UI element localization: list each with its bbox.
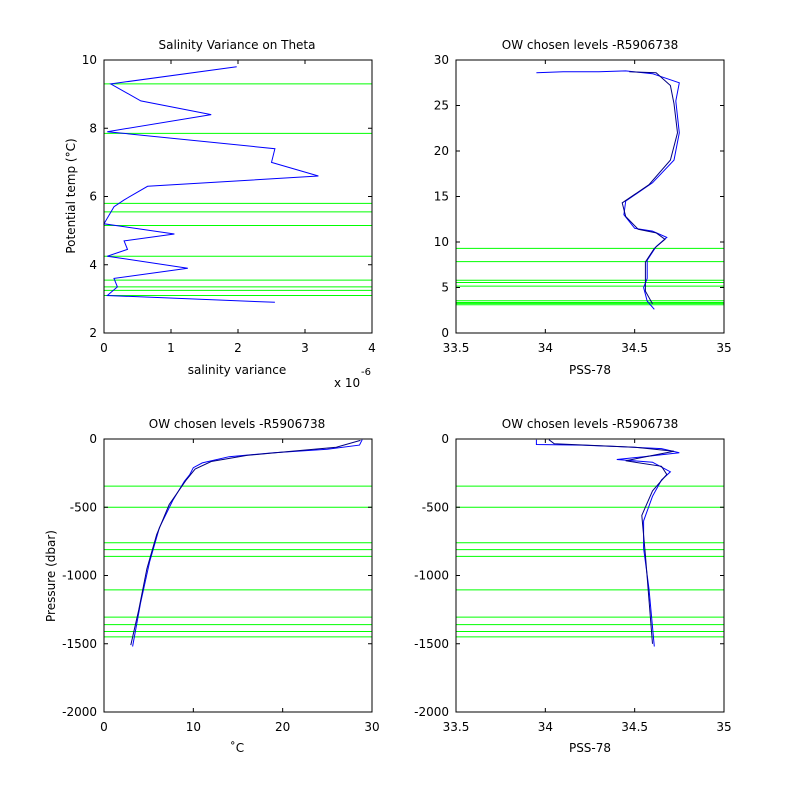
x-tick-label: 34.5	[621, 720, 648, 734]
y-tick-label: 0	[441, 326, 449, 340]
axes-frame	[455, 438, 725, 713]
y-tick-label: -2000	[414, 705, 449, 719]
y-tick-label: 25	[434, 99, 449, 113]
x-axis-label: PSS-78	[569, 363, 611, 377]
x-tick-label: 4	[368, 341, 376, 355]
panel-pressure-temperature: OW chosen levels -R5906738 ˚C Pressure (…	[44, 417, 380, 755]
panel-theta-salinity: OW chosen levels -R5906738 PSS-78 33.5 34…	[434, 38, 732, 377]
x-tick-label: 30	[364, 720, 379, 734]
x-tick-label: 1	[167, 341, 175, 355]
x-tick-label: 35	[716, 341, 731, 355]
chart-title: OW chosen levels -R5906738	[149, 417, 325, 431]
series-line	[132, 439, 363, 647]
y-tick-label: 20	[434, 144, 449, 158]
x-tick-label: 34.5	[621, 341, 648, 355]
x-tick-label: 33.5	[443, 720, 470, 734]
series-line	[103, 66, 319, 303]
y-tick-label: 15	[434, 190, 449, 204]
series-line	[536, 70, 680, 310]
x-tick-label: 10	[186, 720, 201, 734]
y-tick-label: 2	[89, 326, 97, 340]
y-tick-label: 8	[89, 121, 97, 135]
axes-frame	[455, 59, 725, 334]
y-tick-label: -1500	[414, 637, 449, 651]
chart-title: OW chosen levels -R5906738	[502, 38, 678, 52]
x-tick-label: 0	[100, 341, 108, 355]
y-tick-label: 10	[82, 53, 97, 67]
axes-frame	[103, 438, 373, 713]
x-tick-label: 20	[275, 720, 290, 734]
y-tick-label: 5	[441, 281, 449, 295]
x-tick-label: 35	[716, 720, 731, 734]
y-axis-label: Potential temp (°C)	[64, 138, 78, 253]
panel-pressure-salinity: OW chosen levels -R5906738 PSS-78 33.5 34…	[414, 417, 732, 755]
y-tick-label: -500	[70, 500, 97, 514]
y-tick-label: -500	[422, 500, 449, 514]
y-tick-label: 6	[89, 190, 97, 204]
x-exponent-base: x 10	[334, 376, 360, 390]
chart-title: OW chosen levels -R5906738	[502, 417, 678, 431]
y-tick-label: -1500	[62, 637, 97, 651]
y-tick-label: -1000	[414, 569, 449, 583]
x-tick-label: 3	[301, 341, 309, 355]
x-axis-label: PSS-78	[569, 741, 611, 755]
x-axis-label: ˚C	[230, 740, 244, 755]
x-tick-label: 2	[234, 341, 242, 355]
y-tick-label: 0	[441, 432, 449, 446]
y-tick-label: -1000	[62, 569, 97, 583]
axes-frame	[103, 59, 373, 334]
x-tick-label: 0	[100, 720, 108, 734]
panel-salinity-variance: Salinity Variance on Theta salinity vari…	[64, 38, 376, 390]
y-tick-label: -2000	[62, 705, 97, 719]
x-tick-label: 34	[538, 341, 553, 355]
y-tick-label: 4	[89, 258, 97, 272]
x-axis-label: salinity variance	[188, 363, 287, 377]
x-exponent: -6	[361, 367, 371, 378]
y-tick-label: 30	[434, 53, 449, 67]
y-tick-label: 0	[89, 432, 97, 446]
series-line	[130, 439, 361, 646]
series-line	[548, 439, 675, 644]
chart-title: Salinity Variance on Theta	[159, 38, 316, 52]
series-line	[621, 71, 679, 305]
x-tick-label: 33.5	[443, 341, 470, 355]
x-tick-label: 34	[538, 720, 553, 734]
y-axis-label: Pressure (dbar)	[44, 530, 58, 622]
y-tick-label: 10	[434, 235, 449, 249]
